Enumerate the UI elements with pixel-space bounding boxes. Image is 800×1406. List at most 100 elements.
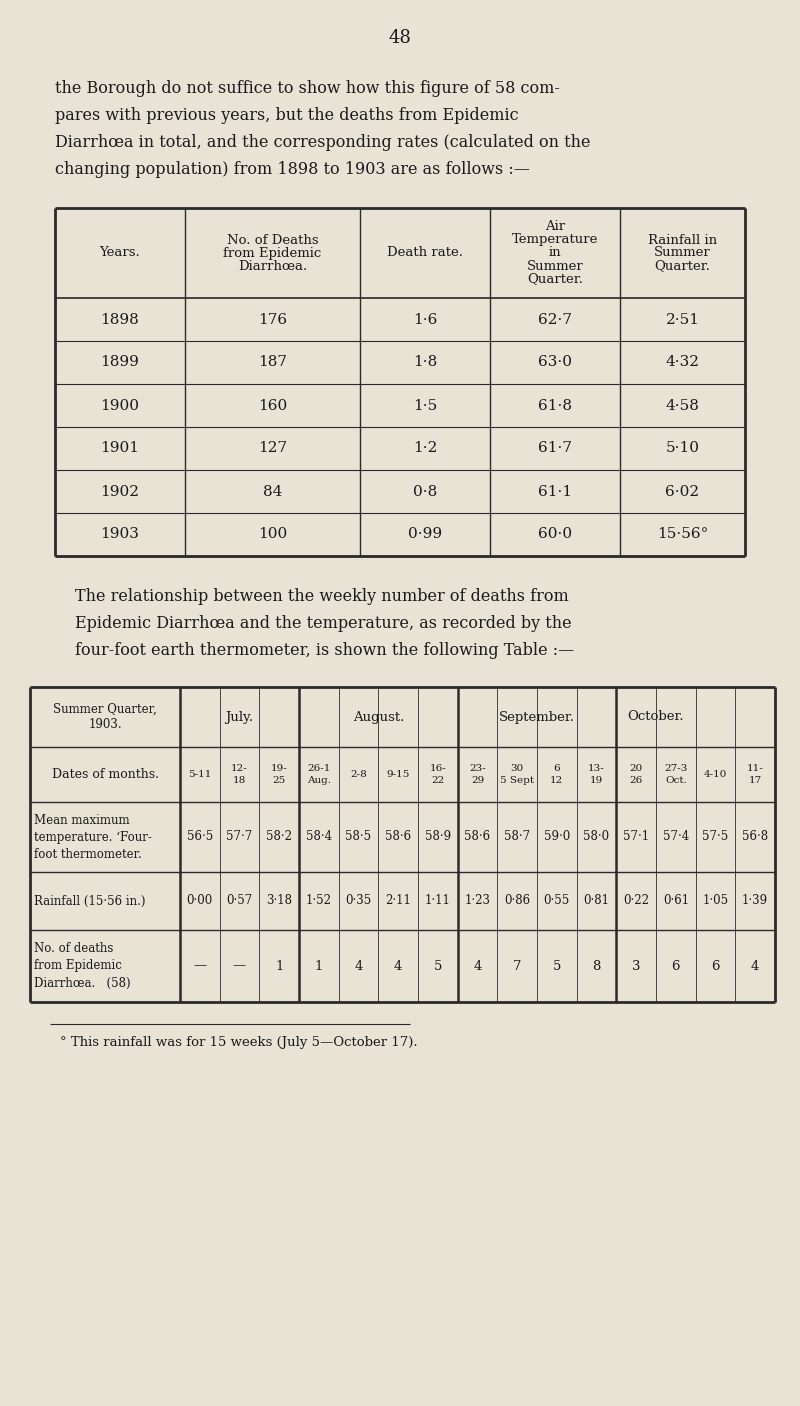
Text: 59·0: 59·0 (544, 831, 570, 844)
Text: 1901: 1901 (101, 441, 139, 456)
Text: 1·5: 1·5 (413, 398, 437, 412)
Text: 4: 4 (354, 959, 362, 973)
Text: 6: 6 (671, 959, 680, 973)
Text: 4: 4 (394, 959, 402, 973)
Text: September.: September. (499, 710, 575, 724)
Text: 0·61: 0·61 (662, 894, 689, 907)
Text: 0·55: 0·55 (544, 894, 570, 907)
Text: Death rate.: Death rate. (387, 246, 463, 260)
Text: 1·52: 1·52 (306, 894, 332, 907)
Text: 187: 187 (258, 356, 287, 370)
Text: October.: October. (628, 710, 684, 724)
Text: 19-
25: 19- 25 (270, 765, 287, 785)
Text: 58·4: 58·4 (306, 831, 332, 844)
Text: Rainfall in: Rainfall in (648, 233, 717, 246)
Text: 1902: 1902 (101, 485, 139, 499)
Text: 58·9: 58·9 (425, 831, 451, 844)
Text: 0·22: 0·22 (623, 894, 649, 907)
Text: Summer: Summer (654, 246, 711, 260)
Text: Dates of months.: Dates of months. (51, 768, 158, 780)
Text: 61·8: 61·8 (538, 398, 572, 412)
Text: the Borough do not suffice to show how this figure of 58 com-: the Borough do not suffice to show how t… (55, 80, 560, 97)
Text: 4: 4 (474, 959, 482, 973)
Text: 5-11: 5-11 (188, 770, 211, 779)
Text: Years.: Years. (100, 246, 140, 260)
Text: 2·11: 2·11 (386, 894, 411, 907)
Text: Diarrhœa in total, and the corresponding rates (calculated on the: Diarrhœa in total, and the corresponding… (55, 134, 590, 150)
Text: 1899: 1899 (101, 356, 139, 370)
Text: four-foot earth thermometer, is shown the following Table :—: four-foot earth thermometer, is shown th… (75, 643, 574, 659)
Text: 56·8: 56·8 (742, 831, 768, 844)
Text: 160: 160 (258, 398, 287, 412)
Text: from Epidemic: from Epidemic (223, 246, 322, 260)
Text: 6
12: 6 12 (550, 765, 563, 785)
Text: 13-
19: 13- 19 (588, 765, 605, 785)
Text: Quarter.: Quarter. (527, 273, 583, 285)
Text: Rainfall (15·56 in.): Rainfall (15·56 in.) (34, 894, 146, 907)
Text: 58·0: 58·0 (583, 831, 610, 844)
Text: 1·2: 1·2 (413, 441, 437, 456)
Text: July.: July. (226, 710, 254, 724)
Text: 61·7: 61·7 (538, 441, 572, 456)
Text: 58·7: 58·7 (504, 831, 530, 844)
Text: 5: 5 (553, 959, 561, 973)
Text: 12-
18: 12- 18 (231, 765, 248, 785)
Text: 176: 176 (258, 312, 287, 326)
Text: —: — (194, 959, 206, 973)
Text: pares with previous years, but the deaths from Epidemic: pares with previous years, but the death… (55, 107, 518, 124)
Text: 5·10: 5·10 (666, 441, 699, 456)
Text: 58·6: 58·6 (385, 831, 411, 844)
Text: changing population) from 1898 to 1903 are as follows :—: changing population) from 1898 to 1903 a… (55, 162, 530, 179)
Text: Summer Quarter,
1903.: Summer Quarter, 1903. (53, 703, 157, 731)
Text: 4-10: 4-10 (704, 770, 727, 779)
Text: Summer: Summer (526, 260, 583, 273)
Text: 1·8: 1·8 (413, 356, 437, 370)
Text: 27-3
Oct.: 27-3 Oct. (664, 765, 687, 785)
Text: 48: 48 (389, 30, 411, 46)
Text: 7: 7 (513, 959, 522, 973)
Text: 61·1: 61·1 (538, 485, 572, 499)
Text: 20
26: 20 26 (630, 765, 642, 785)
Text: 0·57: 0·57 (226, 894, 253, 907)
Text: 57·7: 57·7 (226, 831, 253, 844)
Text: 6: 6 (711, 959, 720, 973)
Text: 16-
22: 16- 22 (430, 765, 446, 785)
Text: Diarrhœa.: Diarrhœa. (238, 260, 307, 273)
Text: Mean maximum
temperature. ‘Four-
foot thermometer.: Mean maximum temperature. ‘Four- foot th… (34, 814, 152, 860)
Text: 0·35: 0·35 (346, 894, 372, 907)
Text: 57·1: 57·1 (623, 831, 650, 844)
Text: 11-
17: 11- 17 (746, 765, 763, 785)
Text: 5: 5 (434, 959, 442, 973)
Text: 2-8: 2-8 (350, 770, 367, 779)
Text: 57·4: 57·4 (662, 831, 689, 844)
Text: 0·99: 0·99 (408, 527, 442, 541)
Text: 2·51: 2·51 (666, 312, 699, 326)
Text: 63·0: 63·0 (538, 356, 572, 370)
Text: 58·5: 58·5 (346, 831, 371, 844)
Text: 84: 84 (263, 485, 282, 499)
Text: 127: 127 (258, 441, 287, 456)
Text: 1·05: 1·05 (702, 894, 729, 907)
Text: 0·86: 0·86 (504, 894, 530, 907)
Text: 58·6: 58·6 (465, 831, 490, 844)
Text: August.: August. (353, 710, 404, 724)
Text: Temperature: Temperature (512, 233, 598, 246)
Text: 4·58: 4·58 (666, 398, 699, 412)
Text: 100: 100 (258, 527, 287, 541)
Text: 23-
29: 23- 29 (469, 765, 486, 785)
Text: 57·5: 57·5 (702, 831, 729, 844)
Text: 1903: 1903 (101, 527, 139, 541)
Text: Epidemic Diarrhœa and the temperature, as recorded by the: Epidemic Diarrhœa and the temperature, a… (75, 614, 572, 633)
Text: 30
5 Sept: 30 5 Sept (500, 765, 534, 785)
Text: 1: 1 (275, 959, 283, 973)
Text: —: — (233, 959, 246, 973)
Text: Air: Air (545, 221, 565, 233)
Text: 8: 8 (592, 959, 601, 973)
Text: The relationship between the weekly number of deaths from: The relationship between the weekly numb… (75, 588, 569, 605)
Text: No. of Deaths: No. of Deaths (226, 233, 318, 246)
Text: 4·32: 4·32 (666, 356, 699, 370)
Text: in: in (549, 246, 562, 260)
Text: 62·7: 62·7 (538, 312, 572, 326)
Text: 56·5: 56·5 (186, 831, 213, 844)
Text: No. of deaths
from Epidemic
Diarrhœa.   (58): No. of deaths from Epidemic Diarrhœa. (5… (34, 942, 130, 990)
